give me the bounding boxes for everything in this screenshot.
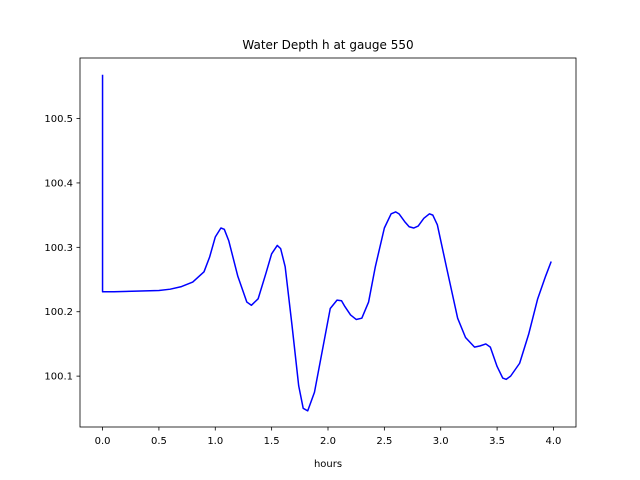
y-tick-label: 100.3 bbox=[44, 243, 73, 254]
y-tick-label: 100.1 bbox=[44, 372, 73, 383]
chart-title: Water Depth h at gauge 550 bbox=[242, 38, 413, 52]
y-tick-label: 100.2 bbox=[44, 307, 73, 318]
x-tick-label: 1.5 bbox=[264, 436, 280, 447]
y-tick-label: 100.4 bbox=[44, 178, 73, 189]
axes-frame bbox=[79, 57, 577, 428]
x-tick-label: 3.0 bbox=[433, 436, 449, 447]
x-tick-label: 4.0 bbox=[546, 436, 562, 447]
plot-content bbox=[101, 74, 552, 412]
x-axis-label: hours bbox=[314, 459, 342, 470]
x-tick-label: 0.0 bbox=[95, 436, 111, 447]
x-tick-label: 2.0 bbox=[320, 436, 336, 447]
series-line-0 bbox=[101, 74, 552, 412]
x-tick-label: 1.0 bbox=[207, 436, 223, 447]
y-axis-ticks: 100.1 100.2 100.3 100.4 100.5 bbox=[44, 114, 80, 383]
x-tick-label: 0.5 bbox=[151, 436, 167, 447]
y-tick-label: 100.5 bbox=[44, 114, 73, 125]
x-tick-label: 3.5 bbox=[489, 436, 505, 447]
x-tick-label: 2.5 bbox=[376, 436, 392, 447]
x-axis-ticks: 0.0 0.5 1.0 1.5 2.0 2.5 3.0 3.5 4.0 bbox=[95, 427, 562, 447]
